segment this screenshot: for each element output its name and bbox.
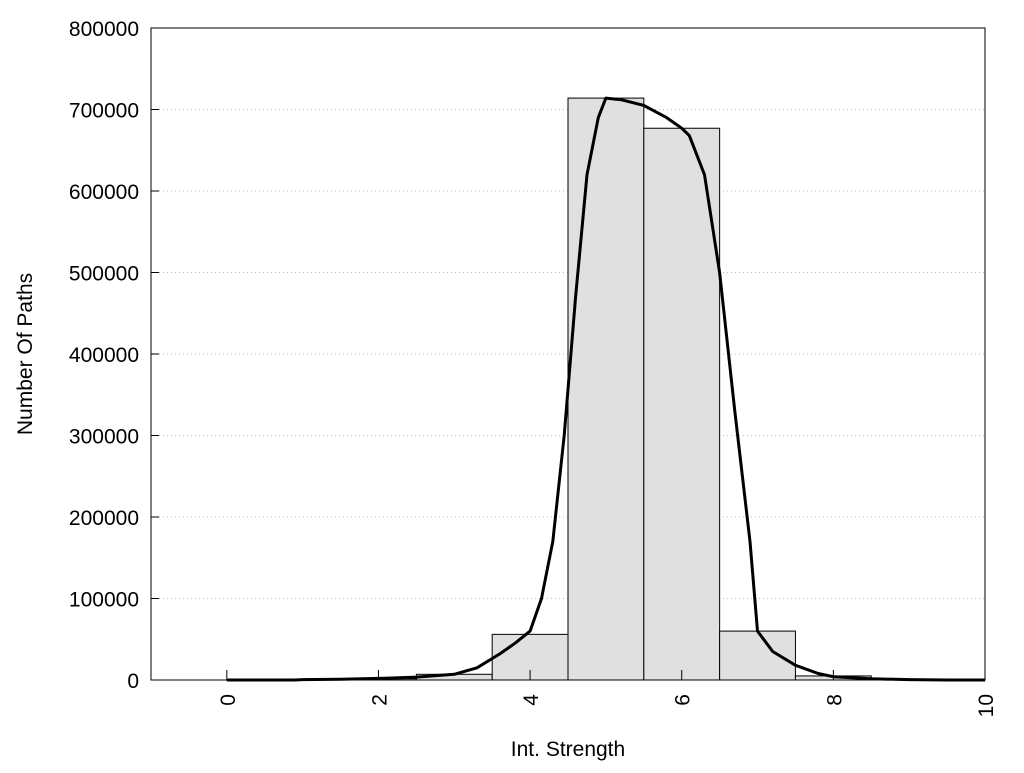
x-axis-label: Int. Strength <box>511 738 625 761</box>
x-tick-label: 2 <box>368 694 391 706</box>
bars-layer <box>265 98 947 680</box>
y-tick-label: 0 <box>127 670 139 693</box>
x-tick-label: 10 <box>975 694 998 717</box>
x-tick-label: 4 <box>520 694 543 706</box>
y-tick-label: 100000 <box>69 589 139 612</box>
y-tick-label: 700000 <box>69 100 139 123</box>
y-tick-label: 400000 <box>69 344 139 367</box>
histogram-bar <box>720 631 796 680</box>
histogram-bar <box>568 98 644 680</box>
histogram-bar <box>644 128 720 680</box>
y-axis-label: Number Of Paths <box>14 273 37 435</box>
x-tick-label: 0 <box>217 694 240 706</box>
x-tick-label: 8 <box>823 694 846 706</box>
y-tick-label: 500000 <box>69 263 139 286</box>
y-tick-label: 200000 <box>69 507 139 530</box>
y-tick-label: 800000 <box>69 18 139 41</box>
y-tick-label: 600000 <box>69 181 139 204</box>
y-tick-label: 300000 <box>69 426 139 449</box>
x-tick-label: 6 <box>672 694 695 706</box>
ticks-layer: 0 100000 200000 300000 400000 500000 600000 700… <box>69 18 998 717</box>
